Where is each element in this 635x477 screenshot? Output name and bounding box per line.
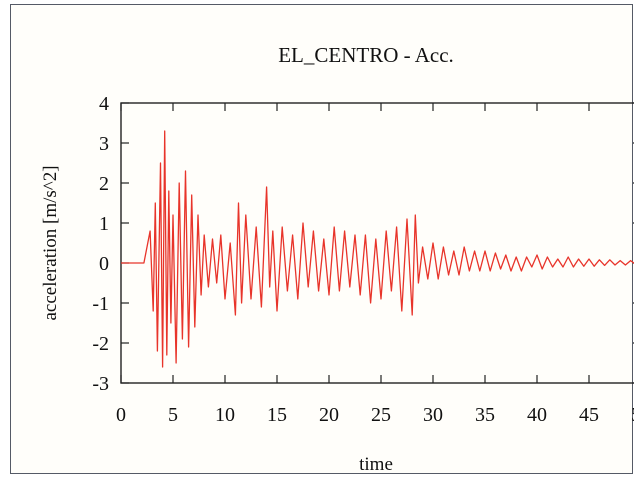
- y-tick-label: -2: [92, 333, 109, 355]
- y-axis-label: acceleration [m/s^2]: [40, 165, 61, 320]
- y-axis: -3 -2 -1 0 1 2 3 4: [92, 93, 634, 395]
- x-tick-label: 0: [116, 404, 126, 426]
- y-tick-label: 4: [99, 93, 109, 115]
- x-tick-label: 30: [423, 404, 443, 426]
- y-tick-label: 2: [99, 173, 109, 195]
- plot-area: [120, 102, 634, 384]
- x-tick-label: 40: [527, 404, 547, 426]
- x-tick-label: 50: [631, 404, 634, 426]
- x-axis: 0 5 10 15 20 25 30 35 40 45 50: [116, 103, 634, 426]
- y-tick-label: 0: [99, 253, 109, 275]
- series-line-acceleration: [121, 130, 634, 368]
- y-tick-label: -3: [92, 373, 109, 395]
- chart-title: EL_CENTRO - Acc.: [278, 43, 454, 67]
- x-tick-label: 35: [475, 404, 495, 426]
- x-axis-label: time: [359, 454, 393, 475]
- x-tick-label: 45: [579, 404, 599, 426]
- x-tick-label: 25: [371, 404, 391, 426]
- x-tick-label: 5: [168, 404, 178, 426]
- x-tick-label: 10: [215, 404, 235, 426]
- chart-frame: EL_CENTRO - Acc. -3 -2 -1 0 1 2 3 4 0 5 10 15 20 25 3…: [10, 4, 634, 475]
- y-tick-label: 1: [99, 213, 109, 235]
- y-tick-label: 3: [99, 133, 109, 155]
- x-tick-label: 20: [319, 404, 339, 426]
- accelerogram-chart: EL_CENTRO - Acc. -3 -2 -1 0 1 2 3 4 0 5 10 15 20 25 3…: [40, 43, 634, 475]
- y-tick-label: -1: [92, 293, 109, 315]
- x-tick-label: 15: [267, 404, 287, 426]
